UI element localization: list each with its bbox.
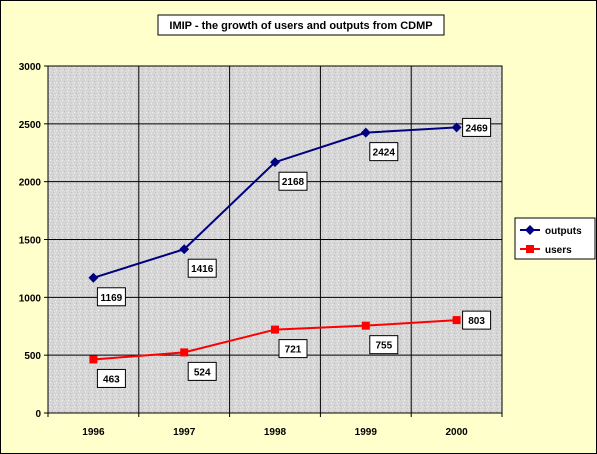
y-tick-label: 500 bbox=[24, 351, 41, 362]
legend-users-marker bbox=[526, 245, 534, 253]
data-label-outputs: 1169 bbox=[97, 288, 125, 306]
x-tick-label: 1998 bbox=[264, 427, 287, 438]
legend-users-label: users bbox=[545, 245, 572, 256]
data-label-value: 2469 bbox=[465, 123, 488, 134]
x-tick-label: 2000 bbox=[445, 427, 468, 438]
chart-title-box: IMIP - the growth of users and outputs f… bbox=[158, 15, 444, 35]
point-users bbox=[453, 316, 461, 324]
data-label-users: 755 bbox=[370, 336, 398, 354]
data-label-value: 463 bbox=[103, 374, 120, 385]
data-label-outputs: 2424 bbox=[370, 143, 398, 161]
data-label-value: 1416 bbox=[191, 264, 214, 275]
legend: outputs users bbox=[515, 218, 595, 259]
y-tick-label: 0 bbox=[35, 409, 41, 420]
point-users bbox=[89, 355, 97, 363]
y-tick-label: 2000 bbox=[19, 178, 42, 189]
y-tick-label: 1000 bbox=[19, 293, 42, 304]
data-label-users: 721 bbox=[279, 340, 307, 358]
data-label-users: 463 bbox=[97, 369, 125, 387]
data-label-users: 524 bbox=[188, 362, 216, 380]
point-users bbox=[362, 322, 370, 330]
data-label-outputs: 2168 bbox=[279, 172, 307, 190]
data-label-value: 524 bbox=[194, 367, 211, 378]
data-label-outputs: 2469 bbox=[463, 118, 491, 136]
legend-outputs-label: outputs bbox=[545, 226, 582, 237]
chart-title: IMIP - the growth of users and outputs f… bbox=[169, 20, 432, 32]
point-users bbox=[271, 326, 279, 334]
x-tick-label: 1997 bbox=[173, 427, 196, 438]
data-label-value: 755 bbox=[375, 341, 392, 352]
data-label-outputs: 1416 bbox=[188, 259, 216, 277]
x-tick-label: 1996 bbox=[82, 427, 105, 438]
data-label-value: 2168 bbox=[282, 177, 305, 188]
data-label-value: 803 bbox=[468, 316, 485, 327]
y-tick-label: 2500 bbox=[19, 120, 42, 131]
y-tick-label: 3000 bbox=[19, 62, 42, 73]
x-tick-label: 1999 bbox=[355, 427, 378, 438]
data-label-users: 803 bbox=[463, 311, 491, 329]
data-label-value: 1169 bbox=[101, 293, 123, 304]
data-label-value: 721 bbox=[285, 345, 302, 356]
point-users bbox=[180, 348, 188, 356]
data-label-value: 2424 bbox=[373, 148, 396, 159]
y-tick-label: 1500 bbox=[19, 236, 42, 247]
